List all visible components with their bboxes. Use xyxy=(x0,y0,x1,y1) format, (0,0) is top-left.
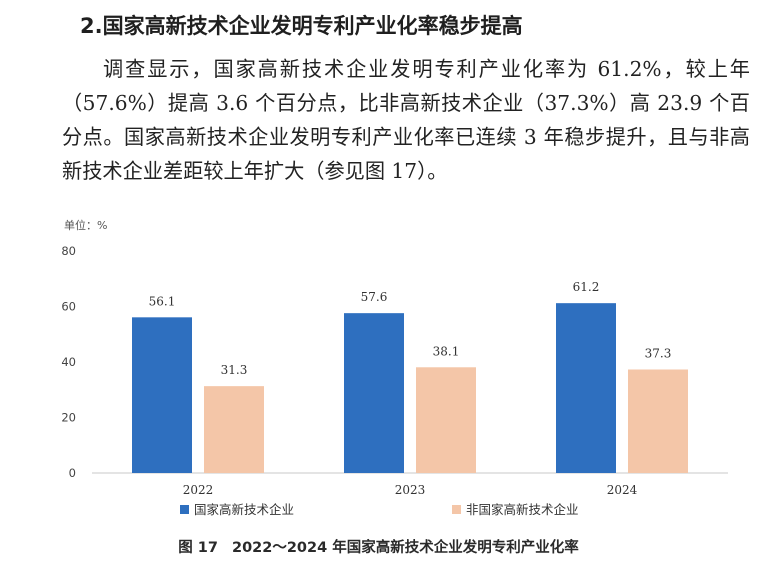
legend-swatch xyxy=(180,505,189,514)
data-label: 57.6 xyxy=(361,290,388,304)
y-tick-label: 80 xyxy=(61,244,76,258)
bar-non-hntech-2024 xyxy=(628,369,688,473)
caption-text: 2022～2024 年国家高新技术企业发明专利产业化率 xyxy=(231,540,579,556)
figure-caption: 图 17 2022～2024 年国家高新技术企业发明专利产业化率 xyxy=(0,536,757,557)
legend-label: 非国家高新技术企业 xyxy=(466,502,579,517)
y-tick-label: 0 xyxy=(69,466,76,480)
data-label: 38.1 xyxy=(433,344,460,358)
bar-hntech-2024 xyxy=(556,303,616,473)
body-paragraph: 调查显示，国家高新技术企业发明专利产业化率为 61.2%，较上年（57.6%）提… xyxy=(62,57,750,183)
data-label: 56.1 xyxy=(149,294,176,308)
y-tick-label: 60 xyxy=(61,300,76,314)
data-label: 31.3 xyxy=(221,363,248,377)
data-label: 37.3 xyxy=(645,346,672,360)
caption-label: 图 17 xyxy=(178,540,218,556)
bar-hntech-2022 xyxy=(132,317,192,473)
y-tick-label: 40 xyxy=(61,355,76,369)
x-tick-label: 2024 xyxy=(607,483,638,497)
y-tick-label: 20 xyxy=(61,411,76,425)
legend-label: 国家高新技术企业 xyxy=(194,502,294,517)
legend-swatch xyxy=(452,505,461,514)
x-tick-label: 2022 xyxy=(183,483,214,497)
x-tick-label: 2023 xyxy=(395,483,426,497)
data-label: 61.2 xyxy=(573,280,600,294)
bar-hntech-2023 xyxy=(344,313,404,473)
section-heading: 2.国家高新技术企业发明专利产业化率稳步提高 xyxy=(80,14,523,38)
bar-non-hntech-2023 xyxy=(416,367,476,473)
unit-label: 单位：% xyxy=(64,218,107,232)
bar-non-hntech-2022 xyxy=(204,386,264,473)
